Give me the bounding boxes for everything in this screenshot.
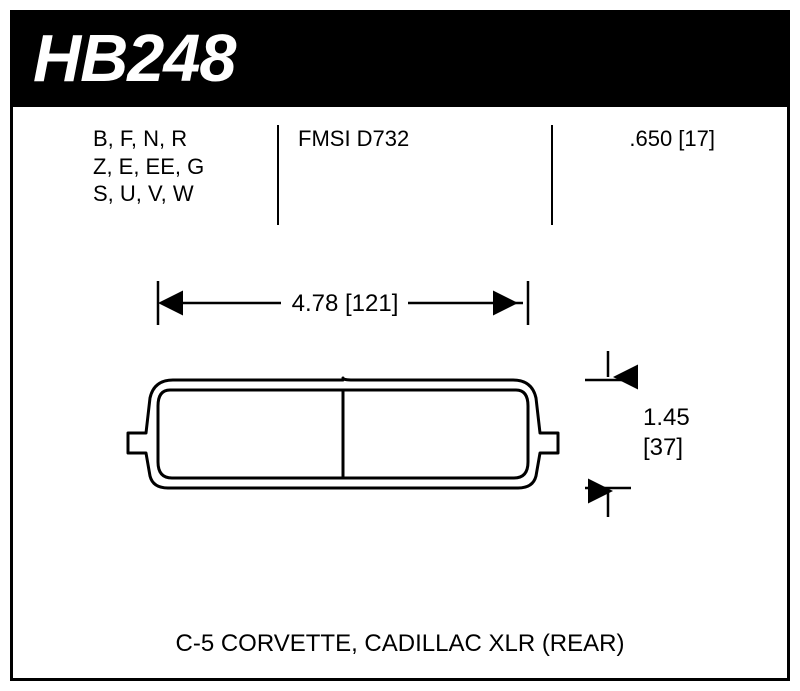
fmsi-column: FMSI D732 <box>298 125 498 153</box>
height-label-2: [37] <box>643 434 683 461</box>
diagram-svg: 4.78 [121] 1.45 [37] <box>13 203 793 603</box>
application-label: C-5 CORVETTE, CADILLAC XLR (REAR) <box>13 630 787 658</box>
brake-pad-diagram: 4.78 [121] 1.45 [37] <box>13 203 793 603</box>
compounds-line: B, F, N, R <box>93 125 263 153</box>
width-dimension: 4.78 [121] <box>158 281 528 325</box>
width-label: 4.78 [121] <box>292 290 399 317</box>
height-label-1: 1.45 <box>643 404 690 431</box>
part-number: HB248 <box>33 21 767 97</box>
thickness-value: .650 [17] <box>565 125 715 153</box>
spec-sheet-frame: HB248 B, F, N, R Z, E, EE, G S, U, V, W … <box>10 10 790 681</box>
compounds-column: B, F, N, R Z, E, EE, G S, U, V, W <box>93 125 263 208</box>
header-bar: HB248 <box>13 13 787 107</box>
compounds-line: Z, E, EE, G <box>93 153 263 181</box>
brake-pad-shape <box>128 378 558 488</box>
thickness-column: .650 [17] <box>565 125 715 153</box>
height-dimension: 1.45 [37] <box>585 351 690 517</box>
fmsi-value: FMSI D732 <box>298 125 498 153</box>
